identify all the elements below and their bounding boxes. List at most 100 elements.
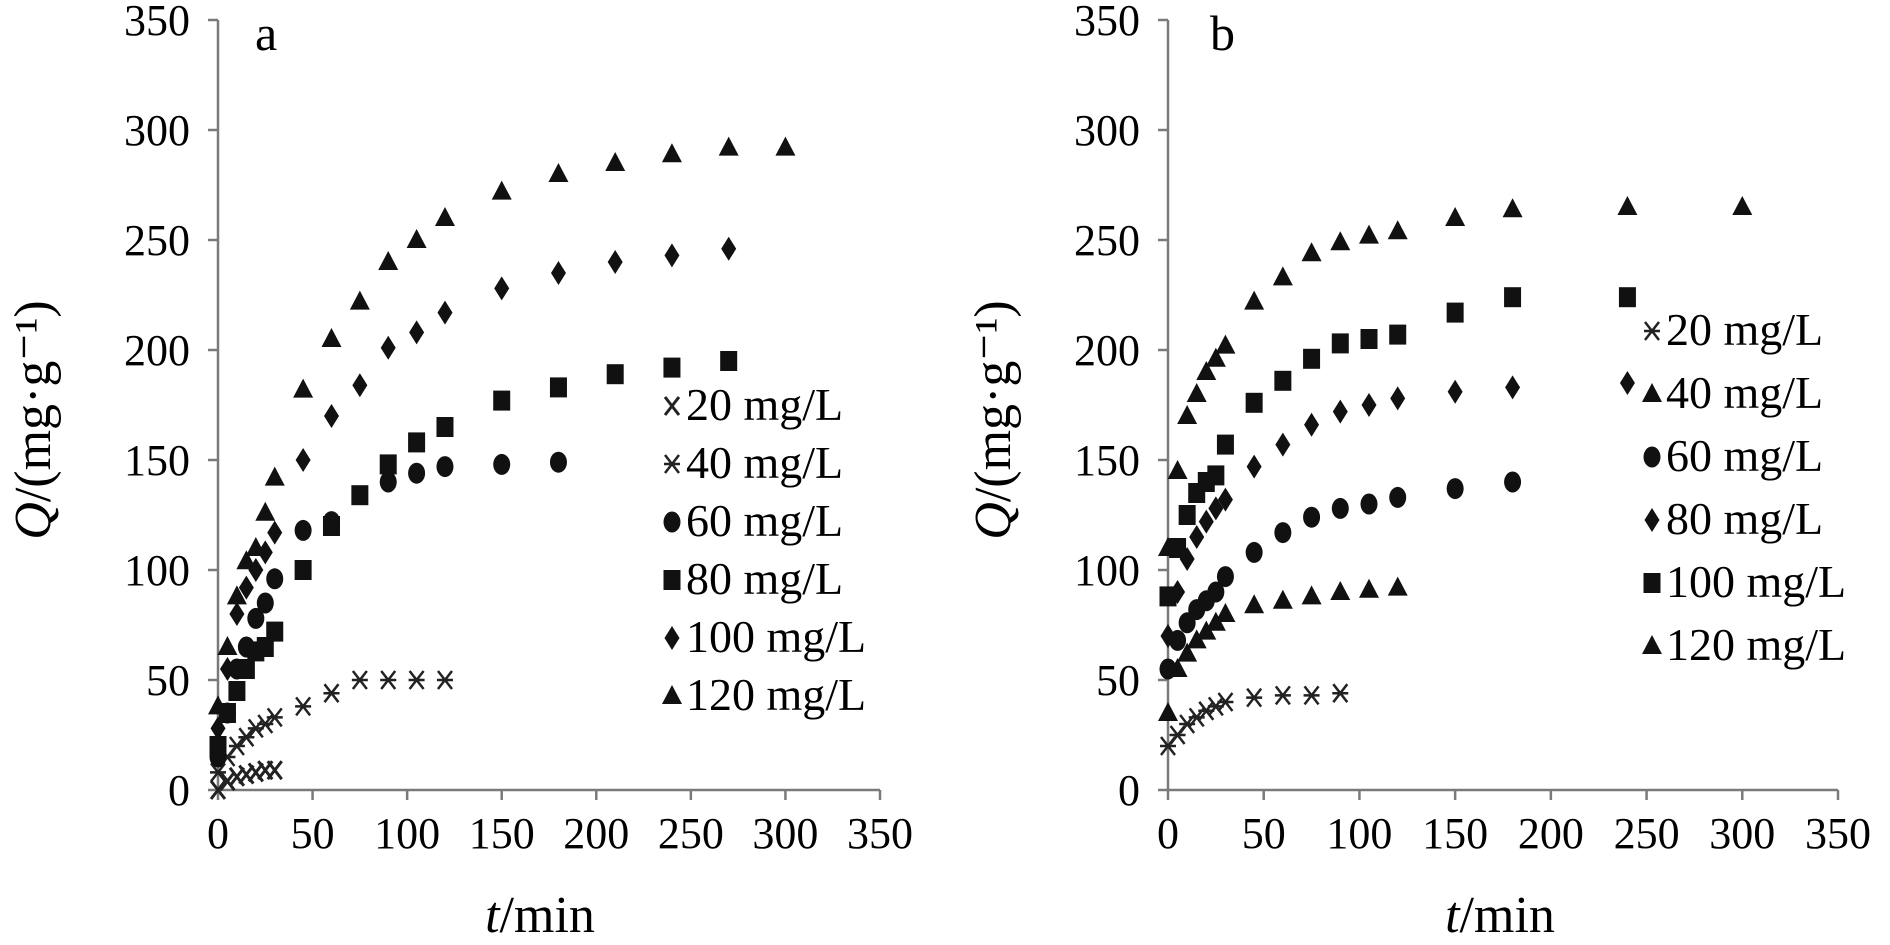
data-point bbox=[1216, 434, 1234, 455]
data-point bbox=[266, 621, 284, 642]
data-point bbox=[1216, 566, 1234, 588]
data-point bbox=[1217, 487, 1233, 512]
data-point bbox=[436, 456, 454, 478]
data-point bbox=[1445, 207, 1466, 226]
data-point bbox=[1245, 392, 1263, 413]
data-point bbox=[256, 592, 274, 614]
data-point bbox=[605, 152, 626, 171]
legend-entry: 100 mg/L bbox=[1666, 556, 1846, 607]
panel-a: 0 50 100 150 200 250 300 350 0 50 100 150 200 250 300 3… bbox=[5, 0, 913, 944]
data-point bbox=[1389, 324, 1407, 345]
data-point bbox=[1361, 393, 1377, 417]
legend-marker bbox=[664, 454, 680, 474]
x-tick-label: 50 bbox=[1242, 809, 1286, 858]
legend-marker bbox=[662, 685, 682, 704]
series-120-mg-L bbox=[208, 136, 796, 715]
data-point bbox=[1186, 383, 1207, 402]
legend-entry: 60 mg/L bbox=[1666, 430, 1823, 481]
data-point bbox=[1159, 586, 1177, 607]
series-80-mg-L bbox=[1160, 371, 1635, 648]
data-point bbox=[1447, 379, 1463, 404]
series-80-mg-L bbox=[209, 351, 738, 756]
data-point bbox=[226, 585, 247, 605]
series-120-mg-L bbox=[1158, 196, 1753, 556]
legend-entry: 40 mg/L bbox=[686, 437, 843, 488]
data-point bbox=[1274, 370, 1292, 391]
data-point bbox=[1304, 412, 1320, 437]
y-tick-label: 100 bbox=[124, 546, 190, 595]
data-point bbox=[1274, 522, 1292, 544]
x-tick-label: 350 bbox=[847, 809, 913, 858]
data-point bbox=[208, 695, 228, 715]
data-point bbox=[219, 657, 235, 681]
x-tick-label: 0 bbox=[1157, 809, 1179, 858]
x-tick-label: 100 bbox=[1326, 809, 1392, 858]
data-point bbox=[408, 670, 425, 690]
data-point bbox=[491, 180, 512, 200]
data-point bbox=[1390, 386, 1406, 411]
legend-marker bbox=[664, 626, 680, 650]
data-point bbox=[1207, 581, 1225, 603]
data-point bbox=[229, 602, 245, 626]
series-60-mg-L bbox=[1159, 471, 1522, 680]
data-point bbox=[548, 163, 569, 182]
x-tick-label: 250 bbox=[1614, 809, 1680, 858]
data-point bbox=[549, 377, 567, 398]
y-tick-label: 50 bbox=[1096, 656, 1140, 705]
data-point bbox=[267, 520, 283, 545]
data-point bbox=[1389, 486, 1407, 508]
data-point bbox=[1330, 231, 1351, 251]
data-point bbox=[409, 320, 425, 345]
data-point bbox=[247, 607, 265, 629]
legend-marker bbox=[1643, 446, 1661, 468]
data-point bbox=[1177, 642, 1198, 662]
data-point bbox=[1244, 290, 1265, 310]
data-point bbox=[550, 261, 566, 285]
data-point bbox=[219, 771, 236, 792]
data-point bbox=[1207, 465, 1225, 486]
x-axis-label: t/min bbox=[1445, 887, 1555, 944]
data-point bbox=[436, 670, 453, 690]
data-point bbox=[256, 637, 274, 657]
x-tick-label: 100 bbox=[374, 809, 440, 858]
x-tick-label: 300 bbox=[1709, 809, 1775, 858]
legend-marker bbox=[1642, 635, 1662, 654]
data-point bbox=[1177, 405, 1198, 424]
data-point bbox=[321, 328, 342, 347]
data-point bbox=[294, 560, 312, 580]
legend-entry: 80 mg/L bbox=[686, 553, 843, 604]
data-point bbox=[1244, 594, 1265, 614]
y-tick-label: 300 bbox=[1074, 106, 1140, 155]
x-tick-label: 250 bbox=[658, 809, 724, 858]
data-point bbox=[210, 716, 226, 741]
data-point bbox=[607, 250, 623, 274]
data-point bbox=[1332, 683, 1349, 703]
panel-label: a bbox=[255, 5, 277, 61]
data-point bbox=[1331, 333, 1349, 354]
x-tick-label: 150 bbox=[469, 809, 535, 858]
y-tick-label: 50 bbox=[146, 656, 190, 705]
data-point bbox=[295, 448, 311, 472]
data-point bbox=[1387, 220, 1408, 240]
data-point bbox=[257, 540, 273, 565]
data-point bbox=[351, 670, 368, 690]
x-tick-label: 200 bbox=[1518, 809, 1584, 858]
data-point bbox=[323, 404, 339, 428]
data-point bbox=[293, 378, 314, 398]
legend-entry: 120 mg/L bbox=[1666, 619, 1846, 670]
x-tick-label: 300 bbox=[752, 809, 818, 858]
data-point bbox=[1504, 471, 1522, 493]
panel-label: b bbox=[1210, 5, 1235, 61]
data-point bbox=[266, 707, 283, 728]
data-point bbox=[378, 251, 399, 270]
data-point bbox=[406, 229, 427, 248]
x-tick-label: 50 bbox=[291, 809, 335, 858]
data-point bbox=[210, 762, 226, 783]
data-point bbox=[237, 659, 255, 679]
data-point bbox=[493, 390, 511, 411]
legend-entry: 100 mg/L bbox=[686, 611, 866, 662]
y-axis-label: Q/(mg·g⁻¹) bbox=[965, 300, 1022, 539]
data-point bbox=[245, 537, 266, 556]
legend-entry: 60 mg/L bbox=[686, 495, 843, 546]
